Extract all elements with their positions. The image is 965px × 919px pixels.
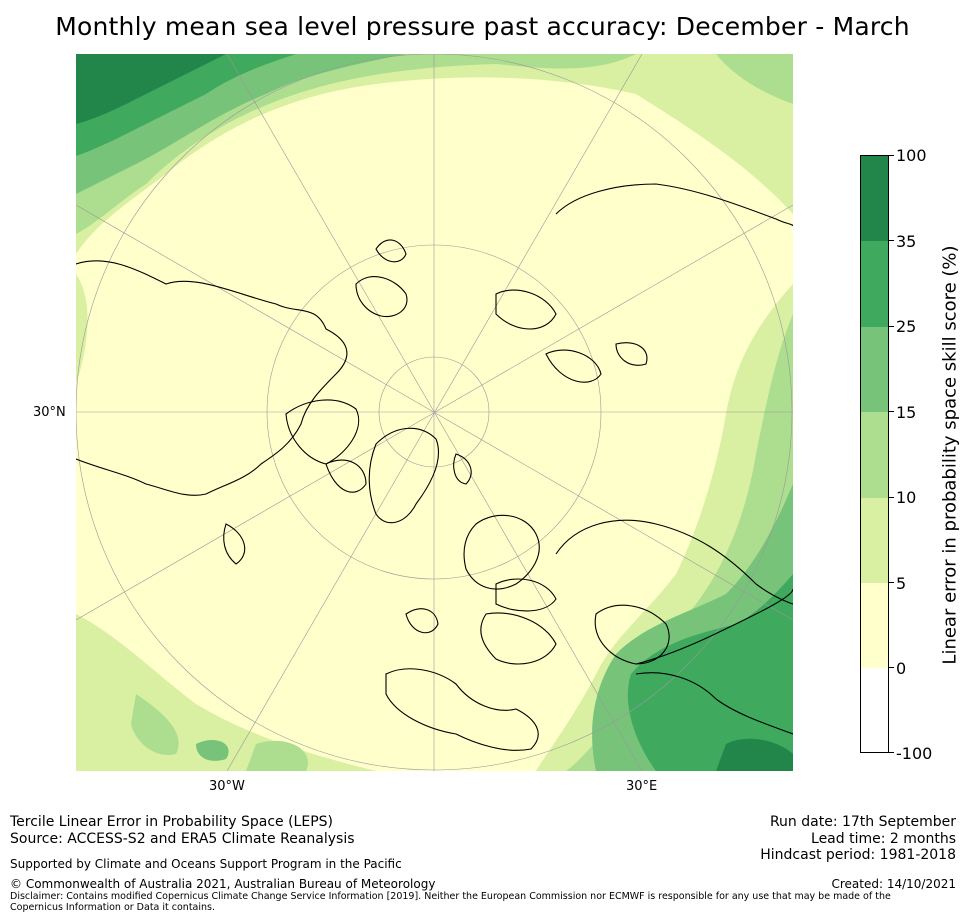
chart-title: Monthly mean sea level pressure past acc… [55,12,910,41]
footer-disclaimer: Disclaimer: Contains modified Copernicus… [10,891,891,913]
colorbar-bin-neg100-0 [861,668,888,752]
footer-hindcast: Hindcast period: 1981-2018 [760,847,956,863]
skill-score-map [76,54,793,771]
colorbar-label-5: 5 [896,574,907,593]
colorbar-label-0: 0 [896,659,907,678]
colorbar-label-35: 35 [896,232,917,251]
skill-region-35-100 [76,54,793,771]
colorbar-bin-5-10 [861,498,888,583]
colorbar-tick [889,582,894,583]
colorbar-label-15: 15 [896,403,917,422]
graticule [76,54,793,771]
footer-method: Tercile Linear Error in Probability Spac… [10,814,333,830]
colorbar-tick [889,411,894,412]
footer-lead-time: Lead time: 2 months [811,831,956,847]
colorbar-label-25: 25 [896,317,917,336]
coastlines [76,183,793,751]
colorbar-bin-0-5 [861,583,888,668]
colorbar-bin-15-25 [861,327,888,412]
footer-run-date: Run date: 17th September [769,814,956,830]
colorbar-bin-10-15 [861,412,888,498]
colorbar-tick [889,667,894,668]
footer-created: Created: 14/10/2021 [831,877,956,891]
lon-label-30w: 30°W [209,779,245,794]
footer-support: Supported by Climate and Oceans Support … [10,857,402,871]
colorbar-tick [889,326,894,327]
colorbar-label-10: 10 [896,488,917,507]
colorbar-bin-35-100 [861,156,888,241]
colorbar-tick [889,497,894,498]
colorbar-bin-25-35 [861,241,888,327]
colorbar-tick [889,752,894,753]
colorbar-label-100: 100 [896,146,927,165]
colorbar-tick [889,240,894,241]
colorbar-tick [889,155,894,156]
colorbar-label-neg100: -100 [896,744,933,763]
footer-copyright: © Commonwealth of Australia 2021, Austra… [10,877,436,891]
colorbar-title: Linear error in probability space skill … [939,245,961,665]
lat-label-30n: 30°N [33,405,66,420]
colorbar [860,155,889,753]
lon-label-30e: 30°E [626,779,658,794]
footer-source: Source: ACCESS-S2 and ERA5 Climate Reana… [10,831,355,847]
